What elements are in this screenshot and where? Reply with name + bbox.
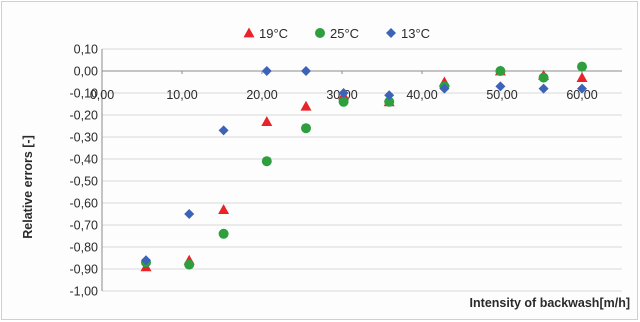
legend-label: 25°C — [330, 26, 359, 41]
y-tick-label: -0,10 — [70, 87, 99, 101]
data-point — [577, 83, 587, 94]
axes — [101, 49, 622, 291]
data-point — [495, 81, 506, 92]
legend-marker — [243, 27, 255, 38]
legend-label: 19°C — [259, 26, 288, 41]
data-point — [576, 72, 588, 82]
data-point — [301, 66, 311, 76]
data-point — [495, 66, 506, 76]
data-point — [184, 259, 195, 270]
x-axis-title: Intensity of backwash[m/h] — [470, 296, 630, 310]
data-point — [261, 116, 273, 126]
data-point — [338, 96, 349, 107]
data-point — [141, 255, 151, 266]
y-tick-label: -0,40 — [70, 153, 99, 167]
y-tick-label: -0,60 — [70, 197, 99, 211]
y-tick-label: -0,90 — [70, 263, 99, 277]
x-tick-label: 0,00 — [90, 88, 114, 102]
data-point — [184, 209, 195, 219]
y-tick-label: 0,00 — [74, 65, 98, 79]
data-point — [577, 61, 587, 72]
data-point — [384, 90, 395, 101]
tick-labels: 0,100,00-0,10-0,20-0,30-0,40-0,50-0,60-0… — [70, 43, 598, 299]
x-tick-label: 60,00 — [566, 88, 597, 102]
data-point — [338, 88, 349, 98]
y-tick-label: -0,30 — [70, 131, 99, 145]
data-point — [439, 83, 450, 94]
data-point — [218, 228, 229, 239]
y-tick-label: -0,50 — [70, 175, 99, 189]
x-tick-label: 40,00 — [406, 88, 437, 102]
data-point — [261, 156, 272, 167]
y-tick-label: -0,20 — [70, 109, 99, 123]
x-tick-label: 50,00 — [486, 88, 517, 102]
data-point — [538, 83, 549, 94]
y-tick-label: 0,10 — [74, 43, 98, 57]
series-triangle — [140, 65, 588, 272]
y-tick-label: -0,80 — [70, 241, 99, 255]
data-point — [300, 100, 312, 111]
y-axis-title: Relative errors [-] — [21, 135, 35, 239]
data-points — [140, 61, 588, 272]
legend: 19°C 25°C 13°C — [243, 26, 430, 41]
legend-marker — [386, 28, 396, 38]
data-point — [261, 66, 272, 76]
x-tick-label: 10,00 — [166, 88, 197, 102]
data-point — [301, 123, 311, 134]
data-point — [384, 96, 395, 107]
legend-label: 13°C — [401, 26, 430, 41]
data-point — [218, 204, 230, 214]
x-tick-label: 20,00 — [246, 88, 277, 102]
data-point — [538, 72, 549, 83]
y-tick-label: -1,00 — [70, 285, 99, 299]
series-diamond — [141, 66, 587, 266]
data-point — [218, 125, 229, 136]
legend-marker — [315, 28, 325, 38]
y-tick-label: -0,70 — [70, 219, 99, 233]
